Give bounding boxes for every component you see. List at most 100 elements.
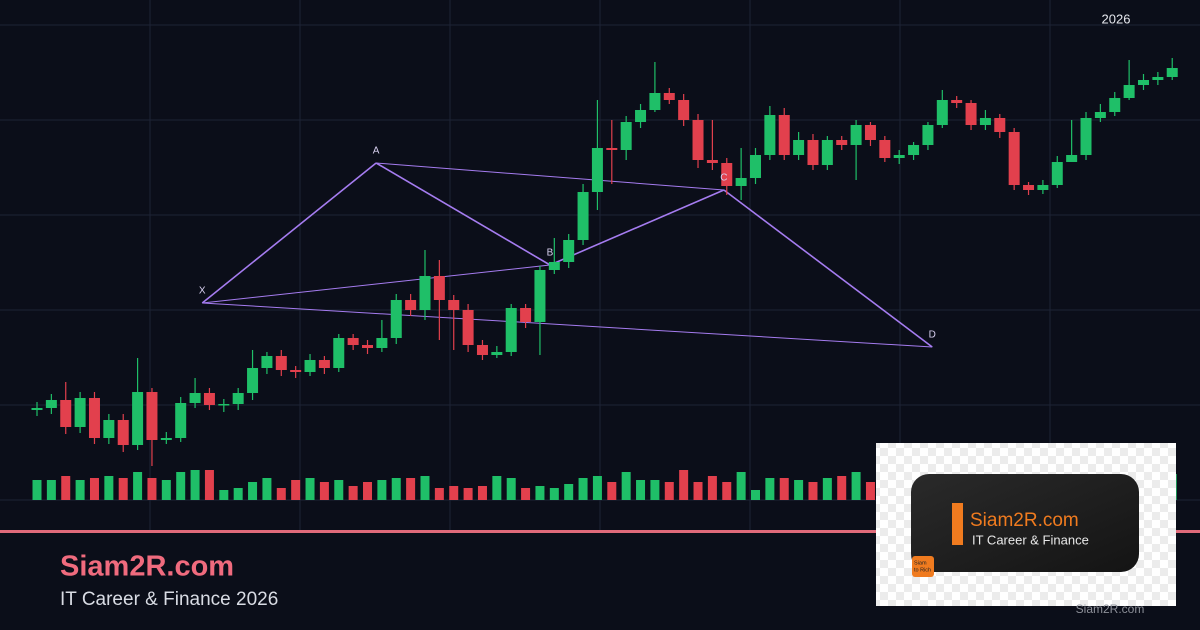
badge-subtitle: IT Career & Finance xyxy=(972,532,1089,547)
candle-body xyxy=(1109,98,1121,112)
candle-body xyxy=(31,408,43,410)
volume-bar xyxy=(664,482,674,500)
candle-body xyxy=(534,270,546,322)
candle-body xyxy=(160,438,172,440)
candle-body xyxy=(706,160,718,163)
volume-bar xyxy=(434,488,444,500)
candle-body xyxy=(620,122,632,150)
volume-bar xyxy=(262,478,272,500)
candle-body xyxy=(247,368,259,393)
candle-body xyxy=(505,308,517,352)
volume-bar xyxy=(794,480,804,500)
volume-bar xyxy=(722,482,732,500)
candle-body xyxy=(1137,80,1149,85)
candle-body xyxy=(175,403,187,438)
candle-body xyxy=(692,120,704,160)
volume-bar xyxy=(248,482,258,500)
candle-body xyxy=(606,148,618,150)
badge-title: Siam2R.com xyxy=(970,510,1079,531)
candle-body xyxy=(663,93,675,100)
volume-bar xyxy=(679,470,689,500)
candle-body xyxy=(117,420,129,445)
candle-body xyxy=(1152,77,1164,80)
candle-body xyxy=(491,352,503,355)
candle-body xyxy=(318,360,330,368)
candle-body xyxy=(1094,112,1106,118)
candle-body xyxy=(1123,85,1135,98)
candle-body xyxy=(232,393,244,404)
candle-body xyxy=(362,345,374,348)
candle-body xyxy=(1023,185,1035,190)
logo-text: to Rich xyxy=(914,567,931,573)
volume-bar xyxy=(46,480,56,500)
candle-body xyxy=(735,178,747,186)
pattern-label: C xyxy=(720,173,727,184)
volume-bar xyxy=(420,476,430,500)
volume-bar xyxy=(219,490,229,500)
volume-bar xyxy=(147,478,157,500)
candle-body xyxy=(821,140,833,165)
volume-bar xyxy=(32,480,42,500)
candle-body xyxy=(146,392,158,440)
volume-bar xyxy=(636,480,646,500)
candle-body xyxy=(60,400,72,427)
candle-body xyxy=(850,125,862,145)
candle-body xyxy=(1166,68,1178,77)
candle-body xyxy=(203,393,215,405)
candle-body xyxy=(419,276,431,310)
volume-bar xyxy=(865,482,875,500)
volume-bar xyxy=(118,478,128,500)
pattern-line xyxy=(375,162,551,266)
volume-bar xyxy=(319,482,329,500)
candle-body xyxy=(635,110,647,122)
volume-bar xyxy=(492,476,502,500)
logo-text: Siam xyxy=(914,560,927,566)
volume-bar xyxy=(449,486,459,500)
volume-bar xyxy=(104,476,114,500)
volume-bar xyxy=(406,478,416,500)
candle-body xyxy=(103,420,115,438)
candle-body xyxy=(994,118,1006,132)
volume-bar xyxy=(291,480,301,500)
candle-body xyxy=(965,103,977,125)
candle-body xyxy=(750,155,761,178)
volume-bar xyxy=(204,470,214,500)
pattern-line xyxy=(202,302,933,348)
candle-body xyxy=(836,140,848,145)
volume-bar xyxy=(463,488,473,500)
volume-bar xyxy=(650,480,660,500)
volume-bar xyxy=(348,486,358,500)
candle-body xyxy=(548,262,560,270)
volume-bar xyxy=(607,482,617,500)
volume-bar xyxy=(89,478,99,500)
footer-subtitle: IT Career & Finance 2026 xyxy=(60,589,278,610)
candle-body xyxy=(577,192,589,240)
candle-body xyxy=(864,125,876,140)
candle-body xyxy=(189,393,201,403)
candle-body xyxy=(807,140,819,165)
pattern-line xyxy=(201,162,377,304)
pattern-label: X xyxy=(199,286,206,297)
candle-body xyxy=(132,392,144,445)
volume-bar xyxy=(190,470,200,500)
volume-bar xyxy=(161,480,171,500)
candle-body xyxy=(304,360,316,372)
candle-body xyxy=(290,370,302,372)
pattern-line xyxy=(376,162,724,191)
candle-body xyxy=(1080,118,1092,155)
candle-body xyxy=(1037,185,1049,190)
year-label: 2026 xyxy=(1102,11,1131,26)
candle-body xyxy=(520,308,532,322)
volume-bar xyxy=(363,482,373,500)
candle-body xyxy=(261,356,273,368)
candle-body xyxy=(45,400,57,408)
candle-body xyxy=(922,125,934,145)
candle-body xyxy=(476,345,488,355)
volume-bar xyxy=(176,472,186,500)
pattern-label: D xyxy=(929,330,936,341)
pattern-label: A xyxy=(373,146,380,157)
volume-bar xyxy=(233,488,243,500)
pattern-label: B xyxy=(547,248,554,259)
volume-bar xyxy=(578,478,588,500)
